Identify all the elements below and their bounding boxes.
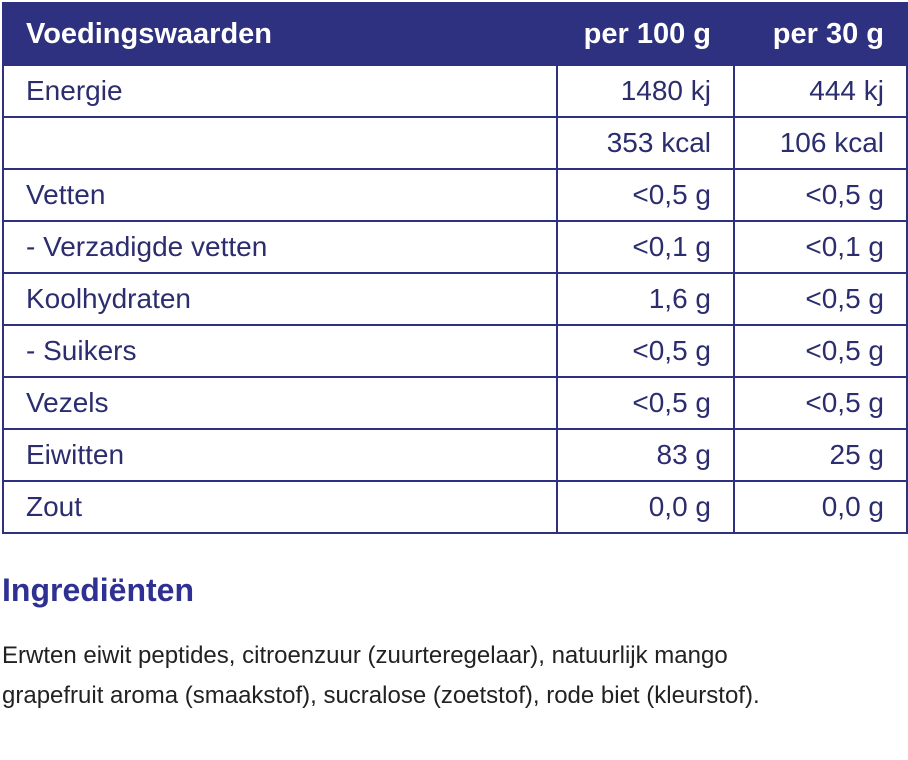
nutrient-label: Energie <box>2 64 558 118</box>
nutrient-value: 0,0 g <box>733 480 908 534</box>
header-cell: Voedingswaarden <box>2 2 558 66</box>
nutrient-label: Koolhydraten <box>2 272 558 326</box>
nutrient-value: <0,1 g <box>556 220 735 274</box>
table-row: Zout 0,0 g 0,0 g <box>2 480 908 534</box>
nutrition-table: Voedingswaarden per 100 g per 30 g Energ… <box>2 2 908 534</box>
table-row: Eiwitten 83 g 25 g <box>2 428 908 482</box>
nutrient-value: <0,5 g <box>733 324 908 378</box>
table-row: 353 kcal 106 kcal <box>2 116 908 170</box>
nutrient-value: 1480 kj <box>556 64 735 118</box>
table-row: Energie 1480 kj 444 kj <box>2 64 908 118</box>
nutrient-value: <0,5 g <box>733 168 908 222</box>
table-row: Vezels <0,5 g <0,5 g <box>2 376 908 430</box>
nutrient-label: Vetten <box>2 168 558 222</box>
ingredients-title: Ingrediënten <box>2 572 195 608</box>
header-row: Voedingswaarden per 100 g per 30 g <box>2 2 908 66</box>
nutrient-label <box>2 116 558 170</box>
nutrient-value: <0,5 g <box>733 376 908 430</box>
nutrient-label: - Verzadigde vetten <box>2 220 558 274</box>
nutrient-value: <0,1 g <box>733 220 908 274</box>
nutrient-value: 444 kj <box>733 64 908 118</box>
nutrient-value: 0,0 g <box>556 480 735 534</box>
nutrient-value: 83 g <box>556 428 735 482</box>
table-row: Koolhydraten 1,6 g <0,5 g <box>2 272 908 326</box>
nutrient-label: Vezels <box>2 376 558 430</box>
nutrient-value: 353 kcal <box>556 116 735 170</box>
nutrient-value: <0,5 g <box>556 324 735 378</box>
table-row: Vetten <0,5 g <0,5 g <box>2 168 908 222</box>
nutrient-value: <0,5 g <box>556 376 735 430</box>
nutrient-label: Zout <box>2 480 558 534</box>
header-cell: per 30 g <box>733 2 908 66</box>
nutrient-label: - Suikers <box>2 324 558 378</box>
nutrient-value: 106 kcal <box>733 116 908 170</box>
table-row: - Suikers <0,5 g <0,5 g <box>2 324 908 378</box>
ingredients-text: Erwten eiwit peptides, citroenzuur (zuur… <box>2 642 760 709</box>
nutrient-value: 1,6 g <box>556 272 735 326</box>
table-body: Energie 1480 kj 444 kj 353 kcal 106 kcal Vett… <box>2 64 908 534</box>
nutrient-value: 25 g <box>733 428 908 482</box>
nutrient-label: Eiwitten <box>2 428 558 482</box>
nutrient-value: <0,5 g <box>556 168 735 222</box>
nutrient-value: <0,5 g <box>733 272 908 326</box>
header-cell: per 100 g <box>556 2 735 66</box>
table-row: - Verzadigde vetten <0,1 g <0,1 g <box>2 220 908 274</box>
